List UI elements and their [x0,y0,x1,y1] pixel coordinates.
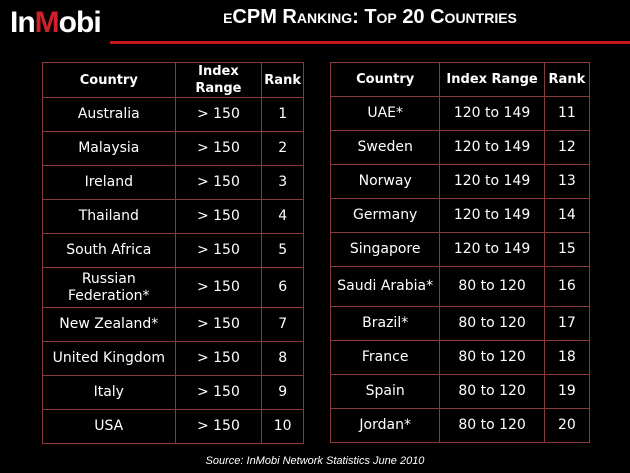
index-range-cell: > 150 [174,131,263,166]
index-range-cell: > 150 [174,233,263,268]
table-row: Ireland > 150 3 [42,165,304,200]
country-cell: France [329,340,441,375]
index-range-cell: > 150 [174,375,263,410]
logo-text: M [34,6,60,39]
rank-cell: 16 [543,266,591,307]
index-range-cell: 80 to 120 [439,266,545,307]
country-cell: Germany [329,198,441,233]
logo-text: In [10,6,36,39]
rank-cell: 5 [261,233,304,268]
country-cell: USA [42,409,176,444]
rank-cell: 17 [543,306,591,341]
source-note: Source: InMobi Network Statistics June 2… [205,455,425,467]
table-row: Malaysia > 150 2 [42,131,304,166]
column-header: Country [329,62,441,97]
table-row: USA > 150 10 [42,409,304,444]
rank-cell: 2 [261,131,304,166]
rank-cell: 9 [261,375,304,410]
index-range-cell: 120 to 149 [439,164,545,199]
rank-cell: 20 [543,408,591,443]
rank-cell: 18 [543,340,591,375]
title-divider [110,41,630,44]
index-range-cell: 80 to 120 [439,408,545,443]
index-range-cell: > 150 [174,165,263,200]
country-cell: Russian Federation* [42,267,176,308]
index-range-cell: 120 to 149 [439,130,545,165]
table-row: Jordan* 80 to 120 20 [329,408,591,443]
country-cell: Australia [42,97,176,132]
rank-cell: 7 [261,307,304,342]
column-header: Country [42,62,176,98]
table-header-row: Country Index Range Rank [42,62,304,98]
column-header: Index Range [439,62,545,97]
country-cell: South Africa [42,233,176,268]
rank-cell: 10 [261,409,304,444]
country-cell: Thailand [42,199,176,234]
rank-cell: 1 [261,97,304,132]
table-row: Brazil* 80 to 120 17 [329,306,591,341]
table-row: United Kingdom > 150 8 [42,341,304,376]
rank-cell: 13 [543,164,591,199]
index-range-cell: 80 to 120 [439,340,545,375]
table-row: UAE* 120 to 149 11 [329,96,591,131]
table-row: Australia > 150 1 [42,97,304,132]
rank-cell: 14 [543,198,591,233]
inmobi-logo: InMobi [10,6,102,40]
country-cell: Singapore [329,232,441,267]
rank-cell: 11 [543,96,591,131]
ranking-table-left: Country Index Range Rank Australia > 150 1 Mal… [42,62,304,444]
page-title: eCPM Ranking: Top 20 Countries [223,6,517,28]
country-cell: New Zealand* [42,307,176,342]
table-row: Sweden 120 to 149 12 [329,130,591,165]
index-range-cell: 120 to 149 [439,96,545,131]
index-range-cell: > 150 [174,341,263,376]
country-cell: UAE* [329,96,441,131]
index-range-cell: 120 to 149 [439,198,545,233]
table-row: Saudi Arabia* 80 to 120 16 [329,266,591,307]
country-cell: Norway [329,164,441,199]
index-range-cell: > 150 [174,307,263,342]
index-range-cell: > 150 [174,267,263,308]
country-cell: United Kingdom [42,341,176,376]
country-cell: Saudi Arabia* [329,266,441,307]
table-row: Italy > 150 9 [42,375,304,410]
table-header-row: Country Index Range Rank [329,62,591,97]
country-cell: Brazil* [329,306,441,341]
table-row: Thailand > 150 4 [42,199,304,234]
table-row: Russian Federation* > 150 6 [42,267,304,308]
table-row: Spain 80 to 120 19 [329,374,591,409]
rank-cell: 4 [261,199,304,234]
rank-cell: 19 [543,374,591,409]
table-row: South Africa > 150 5 [42,233,304,268]
table-row: Norway 120 to 149 13 [329,164,591,199]
index-range-cell: > 150 [174,97,263,132]
column-header: Rank [261,62,304,98]
index-range-cell: 80 to 120 [439,374,545,409]
table-row: France 80 to 120 18 [329,340,591,375]
index-range-cell: > 150 [174,199,263,234]
table-row: New Zealand* > 150 7 [42,307,304,342]
column-header: Index Range [174,62,263,98]
country-cell: Sweden [329,130,441,165]
country-cell: Spain [329,374,441,409]
country-cell: Italy [42,375,176,410]
index-range-cell: 80 to 120 [439,306,545,341]
index-range-cell: 120 to 149 [439,232,545,267]
rank-cell: 3 [261,165,304,200]
ranking-table-right: Country Index Range Rank UAE* 120 to 149 11 Sw… [329,62,591,443]
rank-cell: 8 [261,341,304,376]
country-cell: Jordan* [329,408,441,443]
rank-cell: 6 [261,267,304,308]
country-cell: Ireland [42,165,176,200]
table-row: Germany 120 to 149 14 [329,198,591,233]
logo-text: obi [58,6,102,39]
rank-cell: 15 [543,232,591,267]
column-header: Rank [543,62,591,97]
index-range-cell: > 150 [174,409,263,444]
table-row: Singapore 120 to 149 15 [329,232,591,267]
country-cell: Malaysia [42,131,176,166]
rank-cell: 12 [543,130,591,165]
